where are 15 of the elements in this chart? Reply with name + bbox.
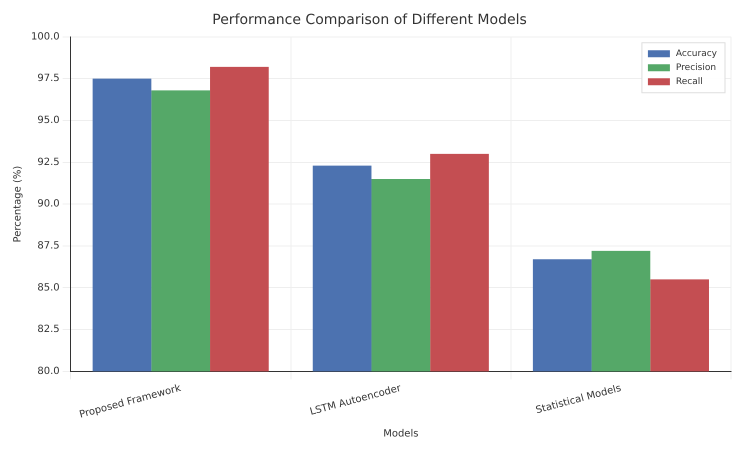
y-tick-label: 80.0	[37, 366, 60, 377]
y-tick-label: 100.0	[30, 31, 60, 42]
y-tick-label: 85.0	[37, 282, 60, 294]
y-axis-title: Percentage (%)	[12, 166, 24, 242]
y-tick-label: 92.5	[37, 156, 60, 168]
y-tick-label: 95.0	[37, 115, 60, 126]
y-tick-label: 97.5	[37, 73, 60, 84]
legend-label: Recall	[676, 77, 703, 88]
y-tick-label: 82.5	[37, 324, 60, 336]
y-tick-label: 90.0	[37, 198, 60, 210]
legend-label: Accuracy	[676, 49, 718, 60]
y-tick-label: 87.5	[37, 240, 60, 252]
legend-label: Precision	[676, 63, 716, 74]
x-axis-title: Models	[383, 428, 418, 440]
chart-title: Performance Comparison of Different Models	[212, 12, 527, 28]
